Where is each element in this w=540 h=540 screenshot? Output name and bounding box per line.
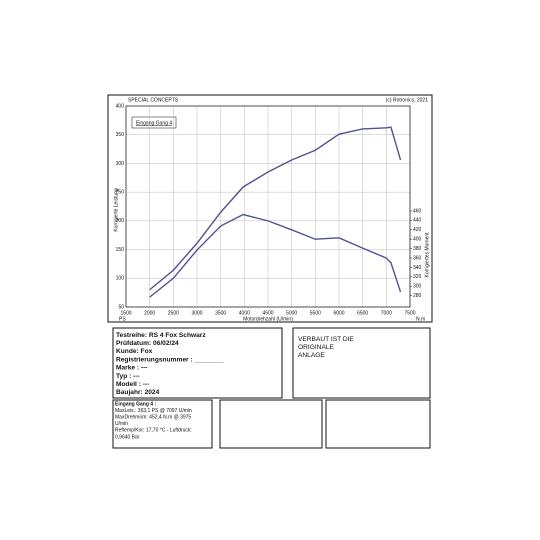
info-text: U/min <box>115 421 128 427</box>
info-text: MaxDrehmom: 452,4 N.m @ 3975 <box>115 415 191 421</box>
plot-frame <box>125 105 411 308</box>
x-tick-label: 5000 <box>286 310 297 316</box>
chart-frame <box>107 94 433 323</box>
y-axis-label: Korrigierte Leistung <box>113 188 119 232</box>
y2-tick-label: 360 <box>413 255 422 261</box>
y-tick-label: 400 <box>116 103 125 109</box>
y-tick-label: 300 <box>116 161 125 167</box>
info-text: 0,9640 Bar <box>115 434 140 440</box>
y2-tick-label: 460 <box>413 208 422 214</box>
x-tick-label: 3500 <box>215 310 226 316</box>
note-box <box>292 327 431 399</box>
info-text: Eingang Gang 4 : <box>115 401 156 407</box>
x-tick-label: 3000 <box>191 310 202 316</box>
y2-tick-label: 400 <box>413 237 422 243</box>
x-tick-label: 5500 <box>310 310 321 316</box>
x-axis-label: Motordrehzahl (U/min) <box>243 316 293 322</box>
x-tick-label: 4500 <box>262 310 273 316</box>
x-tick-label: 6500 <box>357 310 368 316</box>
y2-unit: N.m <box>416 316 425 322</box>
info-text: Reftemp/Kor: 17,70 °C - Luftdruck: <box>115 428 192 434</box>
y2-tick-label: 420 <box>413 227 422 233</box>
y-tick-label: 250 <box>116 189 125 195</box>
y-tick-label: 100 <box>116 276 125 282</box>
x-tick-label: 4000 <box>239 310 250 316</box>
results-box <box>112 399 213 449</box>
chart-title: SPECIAL CONCEPTS <box>128 97 179 103</box>
info-text: Registrierungsnummer : ________ <box>116 356 224 363</box>
data-line <box>149 126 402 291</box>
info-text: ANLAGE <box>298 352 325 359</box>
x-tick-label: 6000 <box>333 310 344 316</box>
info-text: Prüfdatum: 06/02/24 <box>116 340 179 347</box>
y-unit: PS <box>119 316 126 322</box>
x-tick-label: 2500 <box>168 310 179 316</box>
info-text: VERBAUT IST DIE <box>298 336 354 343</box>
legend-box <box>131 116 177 129</box>
info-text: Typ : --- <box>116 373 140 380</box>
x-tick-label: 7500 <box>404 310 415 316</box>
y-tick-label: 50 <box>118 304 124 310</box>
x-tick-label: 2000 <box>144 310 155 316</box>
y2-axis-label: Korrigiertes Moment <box>424 232 430 278</box>
y2-tick-label: 340 <box>413 265 422 271</box>
copyright: (c) Rotronics, 2021 <box>386 97 428 103</box>
x-tick-label: 1500 <box>120 310 131 316</box>
empty-box <box>219 399 323 449</box>
y-tick-label: 150 <box>116 247 125 253</box>
y-tick-label: 200 <box>116 218 125 224</box>
test-box <box>112 327 283 399</box>
info-text: Kunde: Fox <box>116 348 153 355</box>
y2-tick-label: 280 <box>413 293 422 299</box>
y2-tick-label: 440 <box>413 218 422 224</box>
info-text: Modell : --- <box>116 381 149 388</box>
legend-label: Eingang Gang 4 <box>136 120 172 126</box>
x-tick-label: 7000 <box>381 310 392 316</box>
info-text: MaxLeis.: 363,1 PS @ 7097 U/min <box>115 408 192 414</box>
data-line <box>149 213 402 298</box>
empty-box <box>325 399 431 449</box>
info-text: Testreihe: RS 4 Fox Schwarz <box>116 332 206 339</box>
y2-tick-label: 320 <box>413 274 422 280</box>
y2-tick-label: 300 <box>413 284 422 290</box>
y-tick-label: 350 <box>116 132 125 138</box>
y2-tick-label: 380 <box>413 246 422 252</box>
info-text: Marke : --- <box>116 365 148 372</box>
info-text: ORIGINALE <box>298 344 335 351</box>
info-text: Baujahr: 2024 <box>116 389 160 396</box>
